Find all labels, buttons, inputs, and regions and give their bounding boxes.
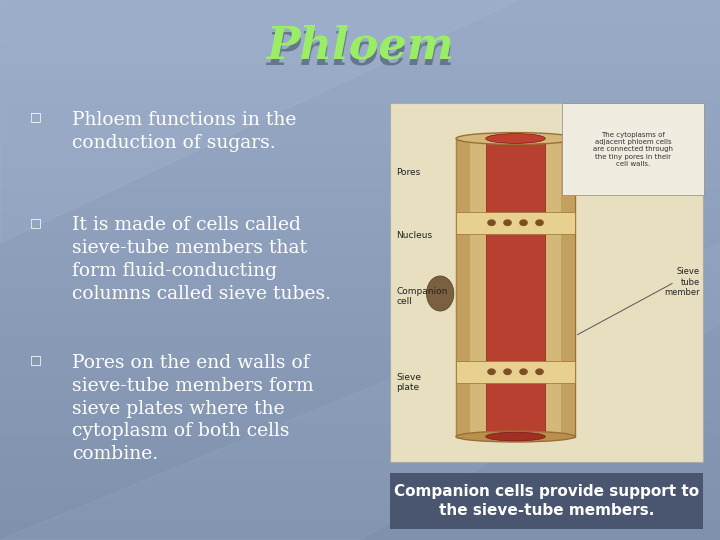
Text: Phloem: Phloem [266,31,454,74]
Text: Pores: Pores [396,168,420,177]
Circle shape [520,220,527,225]
Ellipse shape [486,432,545,441]
Ellipse shape [456,132,575,144]
Circle shape [520,369,527,374]
FancyBboxPatch shape [390,103,703,462]
Text: Companion cells provide support to
the sieve-tube members.: Companion cells provide support to the s… [395,484,699,518]
Bar [456,138,575,436]
Ellipse shape [426,276,454,311]
Bar [390,472,703,529]
Text: □: □ [30,354,42,367]
Polygon shape [0,0,518,243]
Polygon shape [0,243,720,540]
Circle shape [488,220,495,225]
Bar [456,138,470,436]
Text: Sieve
tube
member: Sieve tube member [665,267,700,297]
Text: Nucleus: Nucleus [396,231,432,240]
FancyBboxPatch shape [562,104,704,195]
Text: Phloem: Phloem [266,24,454,68]
Bar [486,138,545,436]
Circle shape [504,220,511,225]
Circle shape [536,220,543,225]
Text: Pores on the end walls of
sieve-tube members form
sieve plates where the
cytopla: Pores on the end walls of sieve-tube mem… [72,354,314,463]
Text: □: □ [30,216,42,229]
Text: Phloem functions in the
conduction of sugars.: Phloem functions in the conduction of su… [72,111,297,152]
Text: Sieve
plate: Sieve plate [396,373,421,393]
Text: It is made of cells called
sieve-tube members that
form fluid-conducting
columns: It is made of cells called sieve-tube me… [72,216,331,303]
Text: The cytoplasms of
adjacent phloem cells
are connected through
the tiny pores in : The cytoplasms of adjacent phloem cells … [593,132,673,167]
Circle shape [504,369,511,374]
Bar [456,361,575,383]
Bar [561,138,575,436]
Text: Companion
cell: Companion cell [396,287,447,306]
Text: □: □ [30,111,42,124]
Ellipse shape [486,133,545,143]
Circle shape [536,369,543,374]
Ellipse shape [456,431,575,442]
Bar [456,212,575,234]
Circle shape [488,369,495,374]
